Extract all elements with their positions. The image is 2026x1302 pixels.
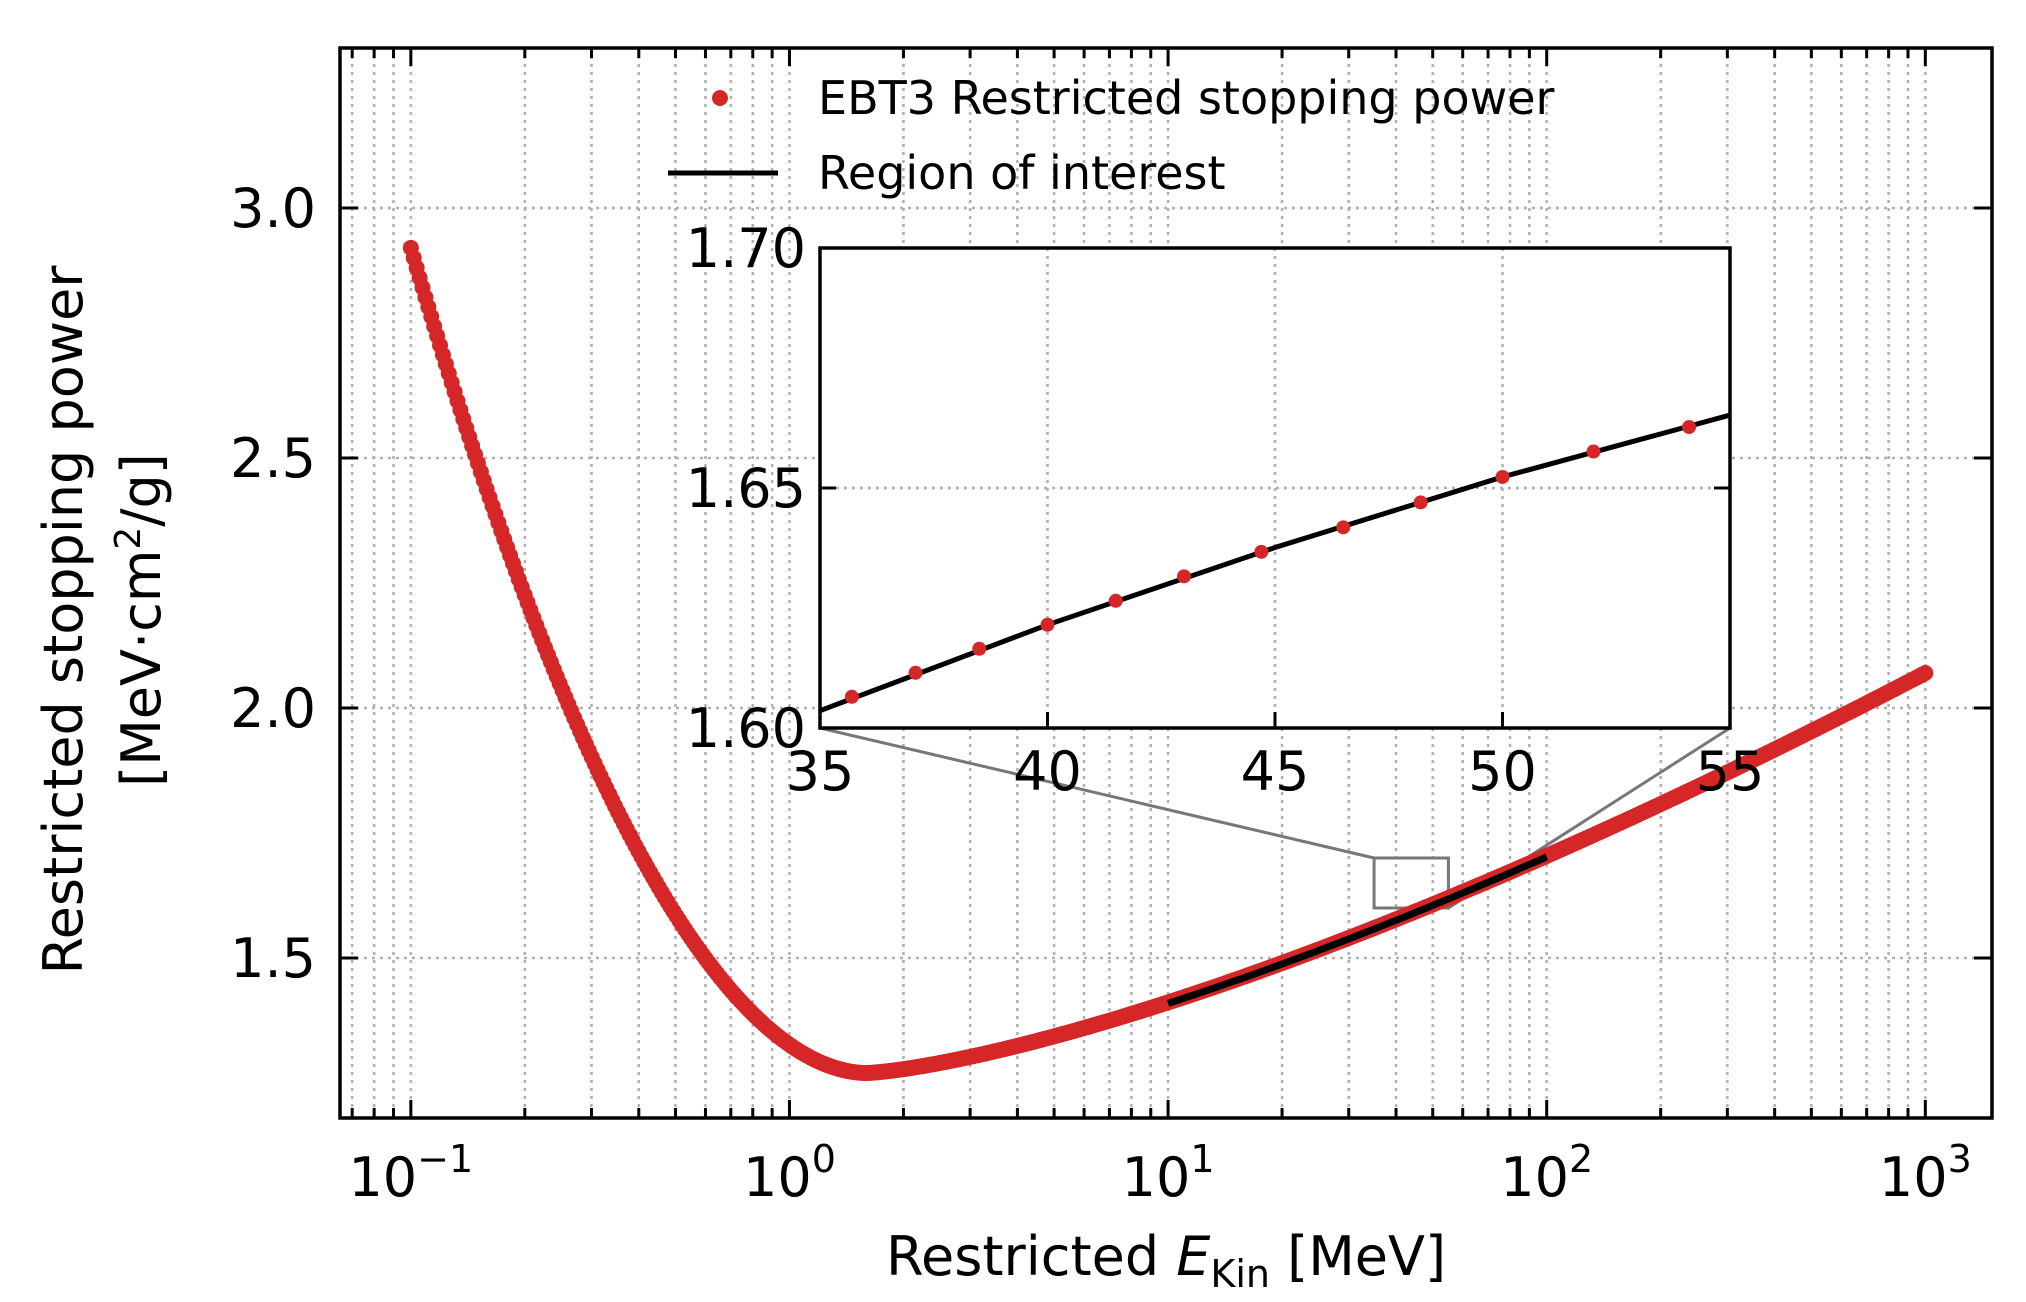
y-tick-label: 3.0: [230, 177, 316, 240]
data-point: [1917, 665, 1934, 682]
roi-line: [1166, 853, 1549, 1007]
y-axis-title-line2: [MeV·cm2/g]: [108, 453, 173, 787]
y-axis-title-line1: Restricted stopping power: [32, 265, 95, 975]
inset-data-point: [1682, 420, 1697, 435]
inset-x-tick-label: 45: [1241, 740, 1310, 803]
x-tick-label: 100: [743, 1137, 836, 1209]
legend-label-ebt3: EBT3 Restricted stopping power: [818, 71, 1555, 125]
inset-ticks: 35 40 45 50 55 1.60 1.65 1.70: [686, 217, 1765, 803]
main-ticks: 10−1 100 101 102 103 1.5 2.0 2.5 3.0: [230, 48, 1992, 1209]
main-grid: [340, 48, 1992, 1118]
x-tick-label: 101: [1122, 1137, 1215, 1209]
inset-x-tick-label: 50: [1468, 740, 1537, 803]
legend: EBT3 Restricted stopping power Region of…: [668, 71, 1555, 200]
inset-points: [844, 420, 1697, 704]
inset-chart: 35 40 45 50 55 1.60 1.65 1.70: [686, 217, 1765, 803]
inset-data-point: [972, 641, 987, 656]
inset-data-point: [1040, 617, 1055, 632]
inset-fit-line: [819, 412, 1731, 714]
y-tick-label: 1.5: [230, 927, 316, 990]
inset-data-point: [1336, 520, 1351, 535]
main-plot-frame: [338, 46, 1994, 1120]
legend-label-roi: Region of interest: [818, 146, 1226, 200]
legend-marker-ebt3: [712, 90, 728, 106]
region-of-interest-line: [1166, 853, 1549, 1007]
inset-x-tick-label: 40: [1013, 740, 1082, 803]
inset-data-point: [1413, 495, 1428, 510]
zoom-connector-left: [819, 726, 1375, 860]
y-tick-label: 2.0: [230, 677, 316, 740]
inset-data-point: [1177, 569, 1191, 584]
x-axis-title: Restricted EKin [MeV]: [886, 1225, 1446, 1296]
x-tick-label: 10−1: [348, 1137, 473, 1209]
inset-x-tick-label: 55: [1696, 740, 1765, 803]
main-series-points: [402, 239, 1934, 1081]
y-axis-title: Restricted stopping power: [32, 265, 95, 975]
y-tick-label: 2.5: [230, 427, 316, 490]
inset-y-tick-label: 1.70: [686, 217, 806, 280]
y-axis-title-2: [MeV·cm2/g]: [108, 453, 173, 787]
inset-data-point: [1108, 593, 1123, 608]
inset-data-point: [908, 665, 923, 680]
inset-y-tick-label: 1.65: [686, 457, 806, 520]
inset-data-point: [844, 689, 859, 704]
x-tick-label: 103: [1879, 1137, 1972, 1209]
inset-line-path: [819, 412, 1731, 714]
inset-x-tick-label: 35: [786, 740, 855, 803]
x-tick-label: 102: [1500, 1137, 1593, 1209]
inset-data-point: [1495, 469, 1510, 484]
inset-y-tick-label: 1.60: [686, 697, 806, 760]
inset-data-point: [1254, 544, 1269, 559]
inset-data-point: [1586, 444, 1601, 459]
